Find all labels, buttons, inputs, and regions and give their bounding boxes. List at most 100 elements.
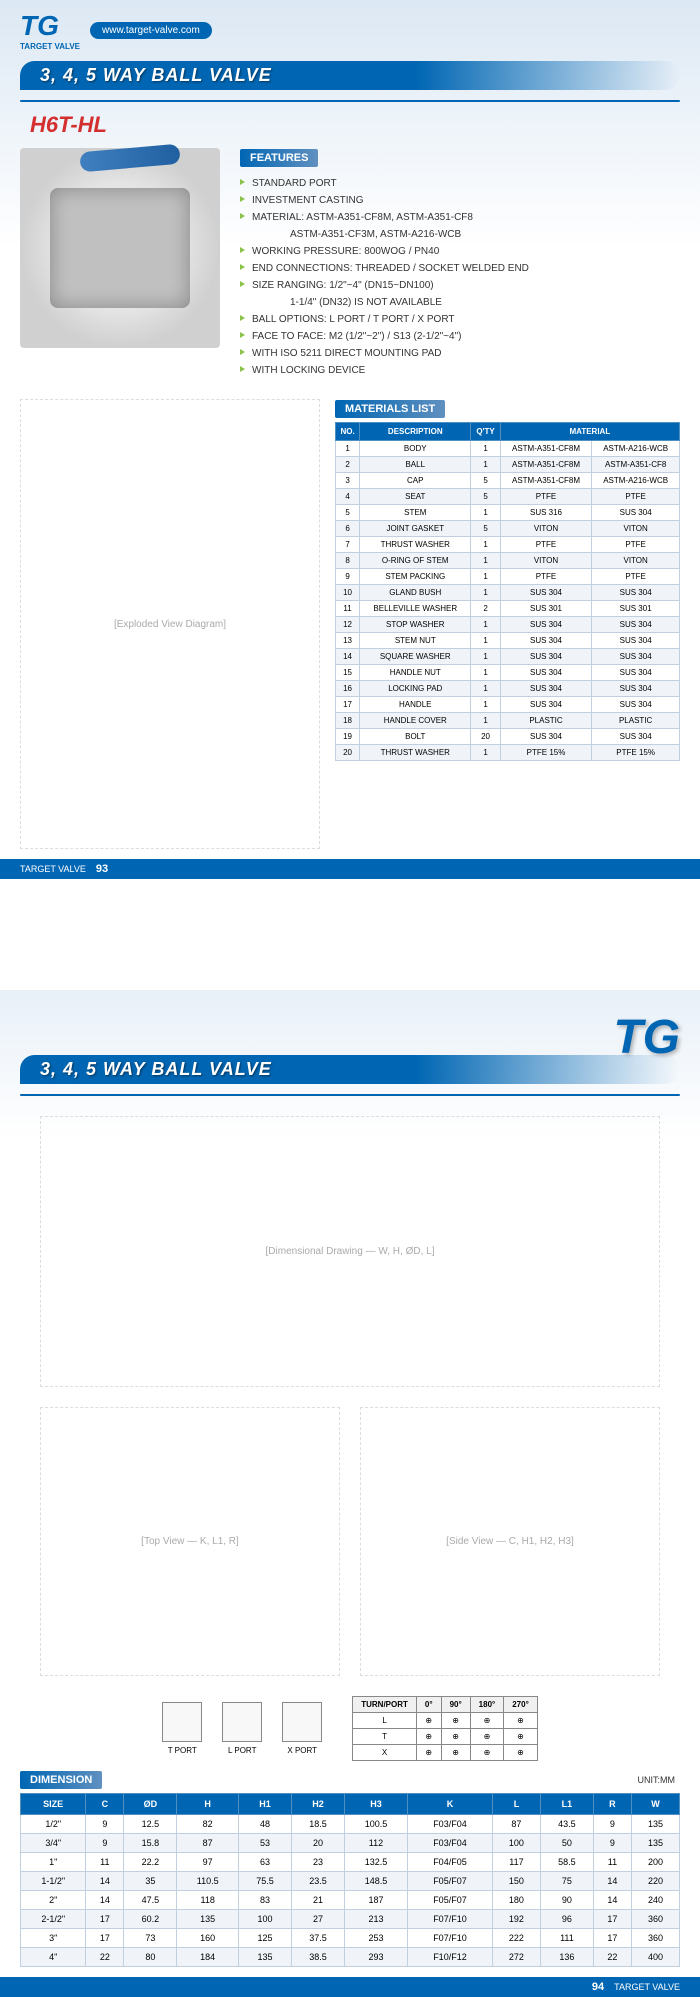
dim-cell: 132.5 — [344, 1853, 407, 1872]
mat-cell: THRUST WASHER — [360, 537, 471, 553]
mid-section: [Exploded View Diagram] MATERIALS LIST N… — [0, 379, 700, 859]
port-icon — [222, 1702, 262, 1742]
dim-header-cell: H — [177, 1794, 239, 1815]
mat-cell: 10 — [336, 585, 360, 601]
mat-cell: SUS 304 — [592, 585, 680, 601]
port-item: X PORT — [282, 1702, 322, 1755]
table-row: 2-1/2"1760.213510027213F07/F101929617360 — [21, 1910, 680, 1929]
feature-item: SIZE RANGING: 1/2"~4" (DN15~DN100) — [240, 277, 680, 294]
dim-cell: F10/F12 — [407, 1948, 492, 1967]
dim-cell: 82 — [177, 1815, 239, 1834]
dim-cell: 200 — [631, 1853, 679, 1872]
turn-cell: ⊕ — [441, 1729, 470, 1745]
mat-cell: VITON — [592, 521, 680, 537]
url-pill: www.target-valve.com — [90, 22, 212, 39]
dim-cell: 22 — [86, 1948, 124, 1967]
dim-cell: 360 — [631, 1910, 679, 1929]
dim-cell: F04/F05 — [407, 1853, 492, 1872]
logo-block: TG TARGET VALVE — [20, 10, 80, 51]
dim-cell: 1" — [21, 1853, 86, 1872]
dim-cell: 9 — [593, 1815, 631, 1834]
dim-cell: 4" — [21, 1948, 86, 1967]
page2-footer: 94 TARGET VALVE — [0, 1977, 700, 1997]
title-text-2: 3, 4, 5 WAY BALL VALVE — [40, 1059, 272, 1079]
mat-cell: JOINT GASKET — [360, 521, 471, 537]
mat-cell: SUS 301 — [592, 601, 680, 617]
table-row: 15HANDLE NUT1SUS 304SUS 304 — [336, 665, 680, 681]
turn-cell: ⊕ — [416, 1713, 441, 1729]
mat-cell: ASTM-A216-WCB — [592, 441, 680, 457]
dim-cell: 38.5 — [291, 1948, 344, 1967]
mat-cell: 1 — [471, 681, 500, 697]
dim-cell: 14 — [86, 1891, 124, 1910]
mat-cell: PTFE — [500, 489, 592, 505]
dim-cell: 220 — [631, 1872, 679, 1891]
table-row: 1-1/2"1435110.575.523.5148.5F05/F0715075… — [21, 1872, 680, 1891]
table-row: 18HANDLE COVER1PLASTICPLASTIC — [336, 713, 680, 729]
table-row: X⊕⊕⊕⊕ — [353, 1745, 538, 1761]
features-box: FEATURES STANDARD PORTINVESTMENT CASTING… — [240, 148, 680, 379]
mat-cell: GLAND BUSH — [360, 585, 471, 601]
turn-header-cell: TURN/PORT — [353, 1697, 417, 1713]
port-label: X PORT — [282, 1746, 322, 1755]
dim-cell: 253 — [344, 1929, 407, 1948]
dim-cell: 17 — [86, 1910, 124, 1929]
feature-item: END CONNECTIONS: THREADED / SOCKET WELDE… — [240, 260, 680, 277]
feature-item: FACE TO FACE: M2 (1/2"~2") / S13 (2-1/2"… — [240, 328, 680, 345]
page-1: TG TARGET VALVE www.target-valve.com 3, … — [0, 0, 700, 990]
dim-cell: 27 — [291, 1910, 344, 1929]
port-icon — [162, 1702, 202, 1742]
mat-cell: 3 — [336, 473, 360, 489]
table-row: 13STEM NUT1SUS 304SUS 304 — [336, 633, 680, 649]
tg-logo: TG — [20, 10, 80, 42]
mat-cell: PTFE 15% — [500, 745, 592, 761]
mat-cell: SUS 304 — [500, 697, 592, 713]
mat-cell: 5 — [336, 505, 360, 521]
mat-cell: 20 — [336, 745, 360, 761]
dim-header-cell: C — [86, 1794, 124, 1815]
mat-cell: BELLEVILLE WASHER — [360, 601, 471, 617]
mat-cell: ASTM-A351-CF8M — [500, 441, 592, 457]
table-row: 19BOLT20SUS 304SUS 304 — [336, 729, 680, 745]
unit-label: UNIT:MM — [638, 1775, 676, 1785]
mat-cell: STOP WASHER — [360, 617, 471, 633]
mat-cell: SUS 304 — [500, 617, 592, 633]
materials-box: MATERIALS LIST NO.DESCRIPTIONQ'TYMATERIA… — [335, 399, 680, 849]
drawing-area: [Dimensional Drawing — W, H, ØD, L] [Top… — [0, 1096, 700, 1696]
dim-cell: 83 — [238, 1891, 291, 1910]
dim-cell: 96 — [540, 1910, 593, 1929]
dim-cell: 213 — [344, 1910, 407, 1929]
table-row: 12STOP WASHER1SUS 304SUS 304 — [336, 617, 680, 633]
table-row: 9STEM PACKING1PTFEPTFE — [336, 569, 680, 585]
feature-item: WORKING PRESSURE: 800WOG / PN40 — [240, 243, 680, 260]
dim-cell: 73 — [124, 1929, 177, 1948]
mat-cell: 15 — [336, 665, 360, 681]
dim-cell: 360 — [631, 1929, 679, 1948]
mat-cell: 1 — [471, 553, 500, 569]
mat-cell: 5 — [471, 521, 500, 537]
dim-cell: 184 — [177, 1948, 239, 1967]
dim-cell: 60.2 — [124, 1910, 177, 1929]
port-section: T PORTL PORTX PORT TURN/PORT0°90°180°270… — [0, 1696, 700, 1761]
table-row: 8O-RING OF STEM1VITONVITON — [336, 553, 680, 569]
table-row: 1/2"912.5824818.5100.5F03/F048743.59135 — [21, 1815, 680, 1834]
mat-cell: 1 — [471, 713, 500, 729]
mat-cell: 18 — [336, 713, 360, 729]
port-label: L PORT — [222, 1746, 262, 1755]
mat-cell: VITON — [592, 553, 680, 569]
mat-cell: 13 — [336, 633, 360, 649]
dim-cell: 15.8 — [124, 1834, 177, 1853]
dim-cell: 11 — [86, 1853, 124, 1872]
dim-cell: 14 — [593, 1891, 631, 1910]
dimension-header: DIMENSION — [20, 1771, 102, 1789]
dim-cell: 50 — [540, 1834, 593, 1853]
mat-cell: VITON — [500, 553, 592, 569]
mat-cell: STEM PACKING — [360, 569, 471, 585]
dim-header-cell: W — [631, 1794, 679, 1815]
dim-cell: F05/F07 — [407, 1872, 492, 1891]
dim-header-cell: H1 — [238, 1794, 291, 1815]
table-row: 1"1122.2976323132.5F04/F0511758.511200 — [21, 1853, 680, 1872]
table-row: 14SQUARE WASHER1SUS 304SUS 304 — [336, 649, 680, 665]
dim-cell: 135 — [238, 1948, 291, 1967]
mat-cell: SUS 304 — [592, 633, 680, 649]
